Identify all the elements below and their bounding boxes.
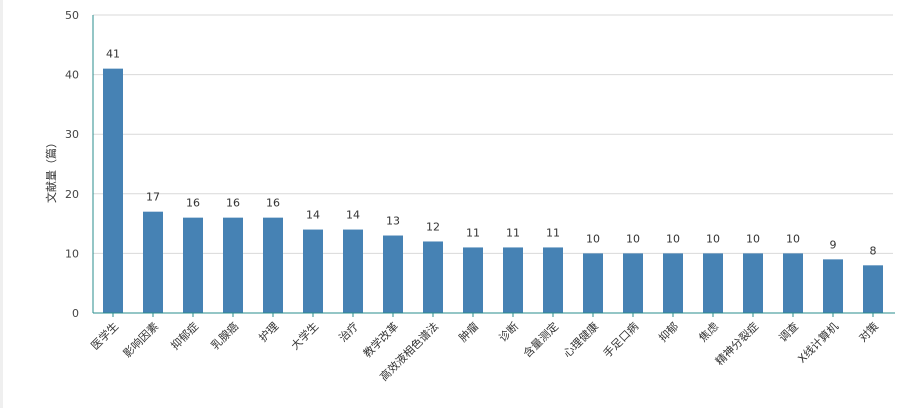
category-label: 心理健康 (560, 319, 601, 360)
category-label: 焦虑 (696, 320, 721, 345)
y-axis-title: 文献量（篇） (44, 137, 58, 203)
data-label: 41 (106, 48, 120, 61)
y-axis-ticks: 0 10 20 30 40 50 (65, 9, 79, 320)
bar (623, 253, 643, 313)
category-label: X线计算机 (795, 319, 841, 365)
y-tick-label: 40 (65, 69, 79, 82)
category-label: 肿瘤 (456, 319, 481, 344)
category-labels: 医学生 影响因素 抑郁症 乳腺癌 护理 大学生 治疗 教学改革高效液相色谱法 肿瘤 诊断 含量测定心… (88, 313, 881, 384)
bar (543, 247, 563, 313)
data-label: 8 (870, 244, 877, 257)
bar (383, 235, 403, 313)
data-label: 17 (146, 191, 160, 204)
data-label: 16 (186, 197, 200, 210)
category-label: 影响因素 (121, 320, 161, 360)
data-label: 11 (506, 226, 520, 239)
y-tick-label: 50 (65, 9, 79, 22)
category-label: 乳腺癌 (208, 319, 241, 352)
category-label: 医学生 (88, 319, 121, 352)
category-label: 对策 (856, 319, 881, 344)
data-label: 11 (546, 226, 560, 239)
bar (343, 229, 363, 313)
bar (223, 217, 243, 313)
y-tick-label: 20 (65, 188, 79, 201)
y-tick-label: 30 (65, 128, 79, 141)
data-label: 10 (586, 232, 600, 245)
data-label: 16 (226, 197, 240, 210)
category-label: 大学生 (288, 319, 321, 352)
data-label: 10 (706, 232, 720, 245)
bar (183, 217, 203, 313)
bar (783, 253, 803, 313)
data-label: 13 (386, 215, 400, 228)
data-labels: 41 17 16 16 16 14 14 13 12 11 11 11 10 10 10 10 10 10 9 8 (106, 48, 877, 258)
bar (823, 259, 843, 313)
category-label: 抑郁 (656, 319, 681, 344)
data-label: 14 (346, 209, 360, 222)
data-label: 10 (626, 232, 640, 245)
category-label: 教学改革 (360, 319, 401, 360)
category-label: 调查 (776, 319, 801, 344)
category-label: 诊断 (496, 319, 521, 344)
data-label: 11 (466, 226, 480, 239)
bar (263, 217, 283, 313)
data-label: 12 (426, 220, 440, 233)
bar (103, 68, 123, 313)
category-label: 护理 (256, 319, 281, 344)
data-label: 14 (306, 209, 320, 222)
bar (303, 229, 323, 313)
bar (743, 253, 763, 313)
category-label: 抑郁症 (168, 319, 201, 352)
bar (583, 253, 603, 313)
bar (863, 265, 883, 313)
gridlines (93, 14, 893, 254)
data-label: 16 (266, 197, 280, 210)
bar (703, 253, 723, 313)
category-label: 含量测定 (520, 319, 561, 360)
bar (663, 253, 683, 313)
bar (463, 247, 483, 313)
category-label: 精神分裂症 (712, 319, 761, 368)
bar (503, 247, 523, 313)
bar (423, 241, 443, 313)
bar (143, 211, 163, 313)
y-tick-label: 0 (72, 307, 79, 320)
data-label: 9 (830, 238, 837, 251)
data-label: 10 (746, 232, 760, 245)
bars (103, 68, 883, 313)
data-label: 10 (666, 232, 680, 245)
category-label: 治疗 (336, 319, 361, 344)
category-label: 手足口病 (600, 319, 641, 360)
data-label: 10 (786, 232, 800, 245)
y-tick-label: 10 (65, 247, 79, 260)
left-edge-strip (0, 0, 3, 408)
